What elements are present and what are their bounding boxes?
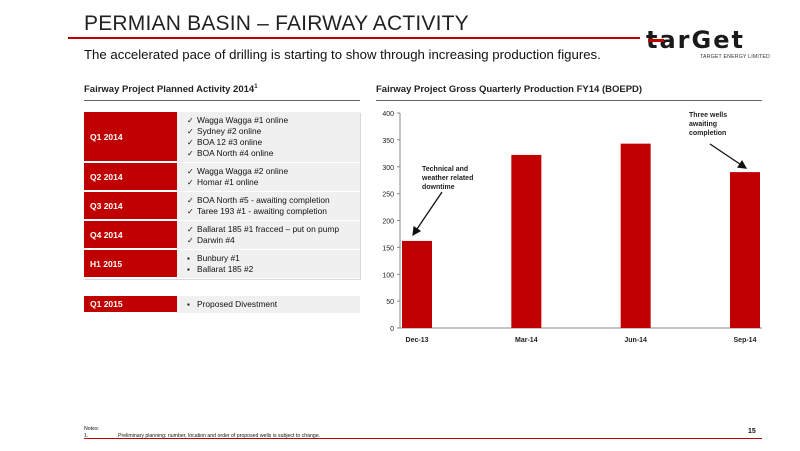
activity-section-title: Fairway Project Planned Activity 20141 — [84, 84, 258, 96]
footnote-item: 1. Preliminary planning: number, locatio… — [84, 433, 320, 440]
bar — [511, 154, 542, 328]
x-tick-label: Dec-13 — [406, 337, 429, 344]
y-tick-label: 0 — [390, 326, 394, 333]
check-icon: ✓ — [187, 178, 194, 187]
check-icon: ✓ — [187, 207, 194, 216]
activity-item-text: Ballarat 185 #2 — [197, 264, 254, 274]
y-tick-label: 150 — [382, 245, 394, 252]
y-tick-label: 100 — [382, 272, 394, 279]
bar — [402, 240, 432, 328]
annotation-arrow-downtime — [412, 191, 443, 237]
activity-item-text: Proposed Divestment — [197, 299, 278, 309]
activity-item: ✓ BOA North #4 online — [187, 148, 360, 159]
activity-item-text: Taree 193 #1 - awaiting completion — [197, 206, 327, 216]
activity-item-text: Wagga Wagga #1 online — [197, 115, 289, 125]
activity-item: ✓ Wagga Wagga #1 online — [187, 115, 360, 126]
title-underline — [68, 37, 640, 39]
y-tick-label: 400 — [382, 111, 394, 118]
production-bar-chart: 0 50 100 150 200 250 300 350 400 Dec-13 Mar-14 Jun-… — [382, 111, 762, 344]
activity-period-label: Q1 2015 — [84, 296, 177, 313]
activity-period-label: Q4 2014 — [84, 221, 177, 249]
y-tick-label: 50 — [386, 299, 394, 306]
activity-item-text: Bunbury #1 — [197, 253, 240, 263]
activity-item: ✓ Wagga Wagga #2 online — [187, 166, 360, 177]
footer-rule — [84, 438, 762, 439]
activity-section-rule — [84, 100, 360, 101]
chart-section-title: Fairway Project Gross Quarterly Producti… — [376, 84, 643, 95]
activity-table-2015: Q1 2015 ▪ Proposed Divestment — [84, 296, 360, 314]
x-tick-label: Sep-14 — [734, 337, 757, 344]
footnotes: Notes: 1. Preliminary planning: number, … — [84, 426, 320, 439]
activity-row: Q1 2015 ▪ Proposed Divestment — [84, 296, 360, 314]
activity-item-text: Homar #1 online — [197, 177, 259, 187]
activity-row: Q3 2014 ✓ BOA North #5 - awaiting completi… — [84, 192, 360, 221]
check-icon: ✓ — [187, 116, 194, 125]
bullet-icon: ▪ — [187, 300, 190, 309]
activity-period-label: Q3 2014 — [84, 192, 177, 220]
activity-row: Q2 2014 ✓ Wagga Wagga #2 online ✓ Homar #1 o… — [84, 163, 360, 192]
page-title: PERMIAN BASIN – FAIRWAY ACTIVITY — [84, 12, 469, 35]
activity-item-text: Wagga Wagga #2 online — [197, 166, 289, 176]
x-tick-label: Jun-14 — [624, 337, 647, 344]
activity-item-list: ▪ Bunbury #1 ▪ Ballarat 185 #2 — [177, 250, 360, 278]
activity-item-list: ▪ Proposed Divestment — [177, 296, 360, 313]
logo-accent-mark — [648, 39, 664, 42]
check-icon: ✓ — [187, 127, 194, 136]
company-logo: tarGet TARGET ENERGY LIMITED — [646, 28, 770, 62]
activity-item-list: ✓ Ballarat 185 #1 fracced – put on pump ✓ D… — [177, 221, 360, 249]
activity-item-text: BOA 12 #3 online — [197, 137, 263, 147]
activity-item: ▪ Ballarat 185 #2 — [187, 264, 360, 275]
check-icon: ✓ — [187, 225, 194, 234]
check-icon: ✓ — [187, 138, 194, 147]
activity-item: ✓ Ballarat 185 #1 fracced – put on pump — [187, 224, 360, 235]
activity-period-label: Q1 2014 — [84, 112, 177, 162]
activity-item-text: BOA North #4 online — [197, 148, 274, 158]
annotation-awaiting-completion: Three wells awaiting completion — [689, 112, 727, 137]
activity-item-text: Darwin #4 — [197, 235, 235, 245]
activity-row: Q1 2014 ✓ Wagga Wagga #1 online ✓ Sydney #2 … — [84, 112, 360, 163]
activity-item-text: Ballarat 185 #1 fracced – put on pump — [197, 224, 340, 234]
logo-tagline: TARGET ENERGY LIMITED — [700, 54, 770, 60]
bullet-icon: ▪ — [187, 254, 190, 263]
annotation-downtime: Technical and weather related downtime — [421, 166, 473, 191]
activity-item: ✓ Darwin #4 — [187, 235, 360, 246]
bar — [730, 172, 760, 328]
notes-heading: Notes: — [84, 426, 99, 432]
activity-item: ▪ Proposed Divestment — [187, 299, 360, 310]
check-icon: ✓ — [187, 196, 194, 205]
activity-item: ✓ BOA 12 #3 online — [187, 137, 360, 148]
activity-item: ✓ BOA North #5 - awaiting completion — [187, 195, 360, 206]
activity-item: ✓ Homar #1 online — [187, 177, 360, 188]
activity-item-text: BOA North #5 - awaiting completion — [197, 195, 330, 205]
activity-item-text: Sydney #2 online — [197, 126, 262, 136]
activity-item-list: ✓ BOA North #5 - awaiting completion ✓ Tare… — [177, 192, 360, 220]
page-number: 15 — [748, 428, 756, 435]
activity-item-list: ✓ Wagga Wagga #1 online ✓ Sydney #2 online ✓… — [177, 112, 360, 162]
footnote-text: Preliminary planning: number, location a… — [118, 432, 321, 439]
y-tick-label: 300 — [382, 165, 394, 172]
activity-period-label: H1 2015 — [84, 250, 177, 278]
activity-item-list: ✓ Wagga Wagga #2 online ✓ Homar #1 online — [177, 163, 360, 191]
y-tick-label: 350 — [382, 138, 394, 145]
activity-item: ▪ Bunbury #1 — [187, 253, 360, 264]
check-icon: ✓ — [187, 167, 194, 176]
x-tick-label: Mar-14 — [515, 337, 538, 344]
activity-row: Q4 2014 ✓ Ballarat 185 #1 fracced – put on… — [84, 221, 360, 250]
page-subtitle: The accelerated pace of drilling is star… — [84, 47, 601, 62]
bullet-icon: ▪ — [187, 265, 190, 274]
activity-item: ✓ Sydney #2 online — [187, 126, 360, 137]
y-tick-label: 200 — [382, 219, 394, 226]
activity-table: Q1 2014 ✓ Wagga Wagga #1 online ✓ Sydney #2 … — [84, 112, 360, 279]
annotation-arrow-awaiting — [709, 143, 748, 169]
check-icon: ✓ — [187, 236, 194, 245]
activity-period-label: Q2 2014 — [84, 163, 177, 191]
activity-item: ✓ Taree 193 #1 - awaiting completion — [187, 206, 360, 217]
footnote-number: 1. — [84, 432, 89, 439]
bar — [620, 143, 651, 328]
activity-row: H1 2015 ▪ Bunbury #1 ▪ Ballarat 185 #2 — [84, 250, 360, 279]
check-icon: ✓ — [187, 149, 194, 158]
y-tick-label: 250 — [382, 192, 394, 199]
chart-section-rule — [376, 100, 762, 101]
